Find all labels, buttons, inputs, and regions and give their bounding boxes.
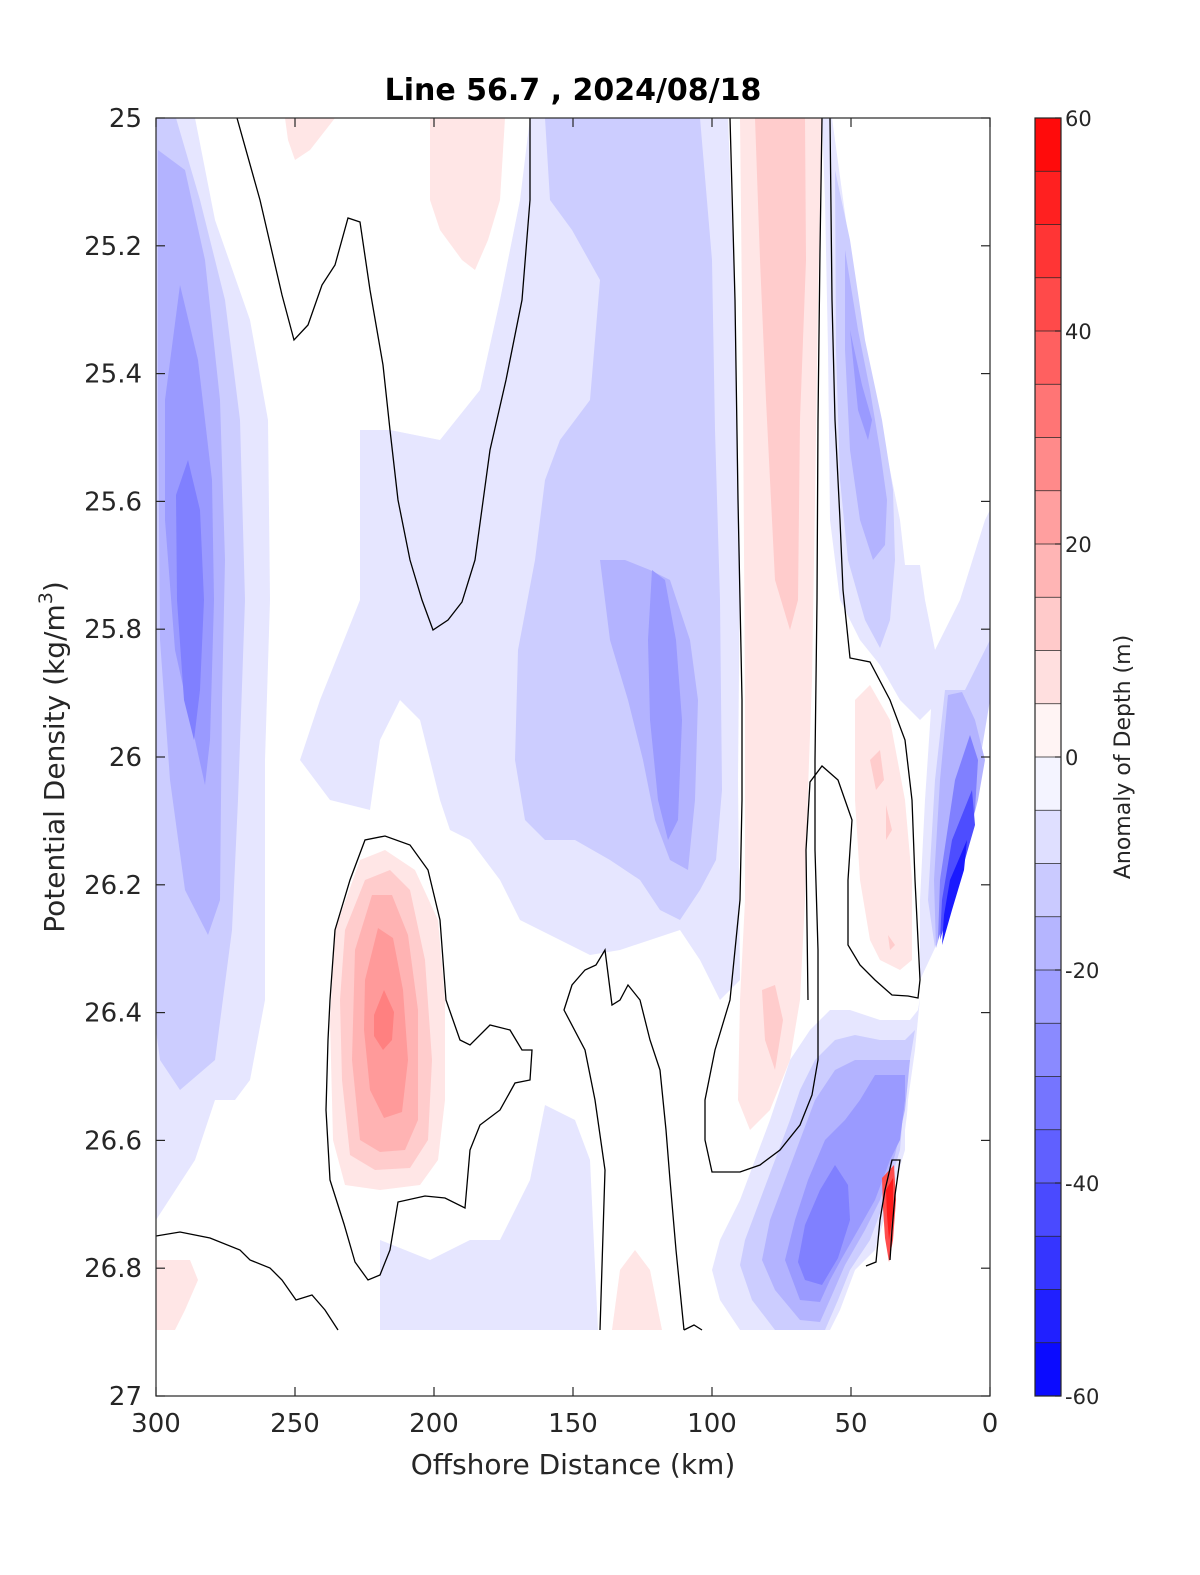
colorbar-level — [1035, 277, 1061, 332]
y-tick-label: 26 — [109, 743, 142, 773]
x-axis-label: Offshore Distance (km) — [411, 1448, 736, 1481]
x-tick-label: 100 — [687, 1409, 737, 1439]
colorbar-tick-label: 20 — [1065, 533, 1092, 557]
colorbar: 60 40 20 0 -20 -40 -60 Anomaly of Depth (m) — [1034, 107, 1136, 1409]
colorbar-tick-label: -60 — [1065, 1385, 1099, 1409]
y-axis-label-main: Potential Density (kg/m — [38, 604, 71, 933]
y-tick-label: 26.8 — [84, 1254, 142, 1284]
y-tick-labels: 25 25.2 25.4 25.6 25.8 26 26.2 26.4 26.6 26.8 27 — [84, 104, 142, 1412]
band-pos-east-inner — [870, 750, 895, 950]
colorbar-level — [1035, 118, 1061, 172]
y-tick-label: 26.4 — [84, 999, 142, 1029]
y-tick-label: 26.6 — [84, 1126, 142, 1156]
colorbar-level — [1035, 1289, 1061, 1344]
colorbar-label: Anomaly of Depth (m) — [1111, 635, 1136, 879]
x-tick-label: 300 — [131, 1409, 181, 1439]
x-tick-label: 250 — [270, 1409, 320, 1439]
x-tick-label: 150 — [548, 1409, 598, 1439]
colorbar-tick-label: 40 — [1065, 320, 1092, 344]
colorbar-ticks: 60 40 20 0 -20 -40 -60 — [1055, 107, 1099, 1409]
no-data-nearshore — [905, 948, 990, 1396]
colorbar-level — [1035, 331, 1061, 385]
y-tick-label: 27 — [109, 1382, 142, 1412]
y-tick-label: 26.2 — [84, 871, 142, 901]
tick-marks — [155, 117, 991, 1397]
colorbar-level — [1035, 490, 1061, 545]
band-pos-east-outer — [855, 685, 912, 970]
band-pos-top-center — [430, 118, 505, 270]
colorbar-level — [1035, 1023, 1061, 1077]
colorbar-level — [1035, 1183, 1061, 1237]
colorbar-tick-label: 0 — [1065, 746, 1078, 770]
band-neg-center-core — [648, 570, 682, 840]
y-tick-label: 25.4 — [84, 360, 142, 390]
colorbar-level — [1035, 1129, 1061, 1184]
colorbar-level — [1035, 703, 1061, 758]
colorbar-level — [1035, 757, 1061, 811]
x-tick-label: 0 — [982, 1409, 999, 1439]
zero-contour-bottom-left — [156, 1231, 339, 1331]
colorbar-level — [1035, 1076, 1061, 1131]
band-neg-lower-middle — [380, 1105, 598, 1330]
y-axis-label-superscript: 3 — [35, 592, 57, 604]
y-axis-label: Potential Density (kg/m3) — [35, 581, 71, 933]
zero-contour-east-loop — [805, 118, 921, 1001]
plot-area — [155, 117, 991, 1397]
colorbar-tick-label: -40 — [1065, 1172, 1099, 1196]
band-pos-bottom-left — [156, 1260, 198, 1330]
colorbar-swatches — [1035, 118, 1061, 1397]
y-tick-label: 25 — [109, 104, 142, 134]
colorbar-level — [1035, 171, 1061, 225]
colorbar-level — [1035, 810, 1061, 864]
zero-contours — [156, 118, 921, 1331]
colorbar-level — [1035, 1236, 1061, 1290]
colorbar-tick-label: -20 — [1065, 959, 1099, 983]
y-tick-label: 25.8 — [84, 615, 142, 645]
colorbar-level — [1035, 224, 1061, 279]
y-tick-label: 25.2 — [84, 232, 142, 262]
x-tick-label: 50 — [834, 1409, 867, 1439]
colorbar-level — [1035, 437, 1061, 492]
zero-contour-west-eddy — [325, 835, 533, 1281]
band-pos-center-lower — [762, 985, 783, 1070]
band-neg-coastal-4 — [850, 330, 872, 440]
band-pos-slope-spike-core — [886, 1178, 893, 1240]
chart-title: Line 56.7 , 2024/08/18 — [385, 73, 762, 108]
x-tick-labels: 300 250 200 150 100 50 0 — [131, 1409, 998, 1439]
colorbar-tick-label: 60 — [1065, 107, 1092, 131]
zero-contour-bottom-middle — [563, 948, 685, 1331]
colorbar-level — [1035, 863, 1061, 918]
zero-contour-slope-spike — [865, 1159, 901, 1267]
no-data-bottom — [156, 1330, 990, 1396]
colorbar-level — [1035, 916, 1061, 971]
zero-contour-upper-left — [236, 118, 531, 631]
colorbar-level — [1035, 970, 1061, 1024]
band-neg-nearshore-peak — [942, 840, 967, 945]
colorbar-level — [1035, 384, 1061, 438]
colorbar-level — [1035, 544, 1061, 598]
x-tick-label: 200 — [409, 1409, 459, 1439]
colorbar-level — [1035, 650, 1061, 705]
y-tick-label: 25.6 — [84, 487, 142, 517]
band-neg-west-peak — [176, 460, 204, 740]
band-neg-slope-core — [798, 1165, 850, 1285]
band-pos-bottom-middle — [612, 1250, 662, 1330]
colorbar-level — [1035, 1342, 1061, 1397]
band-pos-center-inner — [755, 118, 806, 630]
band-pos-top-left — [285, 118, 335, 160]
band-pos-west-peak — [374, 990, 394, 1050]
zero-contour-bottom-middle-tail — [683, 1324, 703, 1331]
y-axis-label-close: ) — [38, 581, 71, 592]
zero-contour-center — [704, 118, 823, 1173]
colorbar-level — [1035, 597, 1061, 651]
